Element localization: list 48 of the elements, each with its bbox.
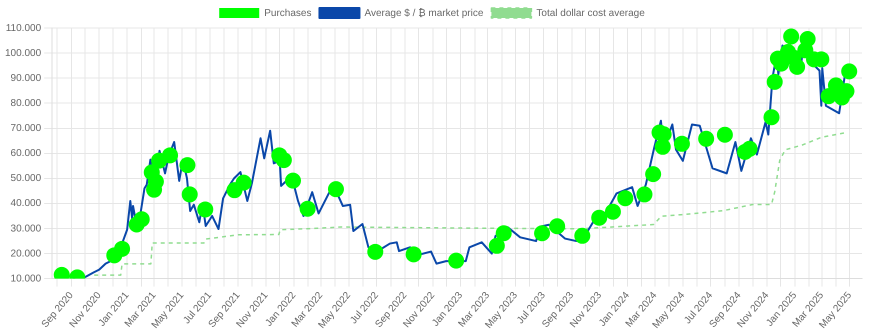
legend-label: Total dollar cost average bbox=[536, 8, 646, 19]
point bbox=[716, 126, 733, 143]
point bbox=[448, 252, 464, 269]
y-tick-label: 100.000 bbox=[4, 48, 42, 59]
point bbox=[182, 186, 198, 202]
point bbox=[179, 157, 196, 174]
point bbox=[276, 152, 292, 168]
point bbox=[197, 201, 214, 218]
point bbox=[534, 225, 550, 242]
point bbox=[591, 210, 608, 226]
point bbox=[674, 136, 690, 152]
point bbox=[604, 204, 621, 220]
point bbox=[406, 246, 422, 262]
point bbox=[496, 225, 512, 242]
point bbox=[549, 218, 566, 234]
y-tick-label: 10.000 bbox=[10, 273, 42, 284]
point bbox=[134, 211, 150, 228]
point bbox=[488, 238, 505, 254]
y-tick-label: 70.000 bbox=[10, 123, 42, 134]
legend-label: Average $ / ₿ market price bbox=[364, 8, 484, 19]
point bbox=[367, 244, 384, 260]
y-tick-label: 80.000 bbox=[10, 98, 42, 109]
point bbox=[783, 28, 800, 45]
y-tick-label: 110.000 bbox=[6, 22, 42, 34]
point bbox=[742, 140, 758, 157]
y-tick-label: 50.000 bbox=[10, 173, 42, 184]
y-tick-label: 40.000 bbox=[10, 198, 42, 210]
point bbox=[328, 181, 344, 198]
point bbox=[114, 240, 130, 257]
y-tick-label: 20.000 bbox=[10, 248, 42, 260]
legend-label: Purchases bbox=[264, 8, 312, 19]
point bbox=[764, 109, 780, 126]
point bbox=[766, 74, 783, 90]
y-tick-label: 60.000 bbox=[10, 148, 42, 160]
point bbox=[162, 147, 178, 164]
point bbox=[617, 190, 634, 206]
point bbox=[645, 166, 662, 182]
point bbox=[236, 174, 252, 191]
point bbox=[789, 58, 806, 75]
point bbox=[574, 228, 590, 244]
point bbox=[300, 200, 316, 217]
point bbox=[841, 63, 858, 80]
point bbox=[636, 186, 652, 202]
point bbox=[698, 130, 714, 147]
point bbox=[800, 31, 816, 48]
y-tick-label: 90.000 bbox=[10, 72, 42, 84]
y-tick-label: 30.000 bbox=[10, 223, 42, 234]
point bbox=[285, 172, 301, 189]
